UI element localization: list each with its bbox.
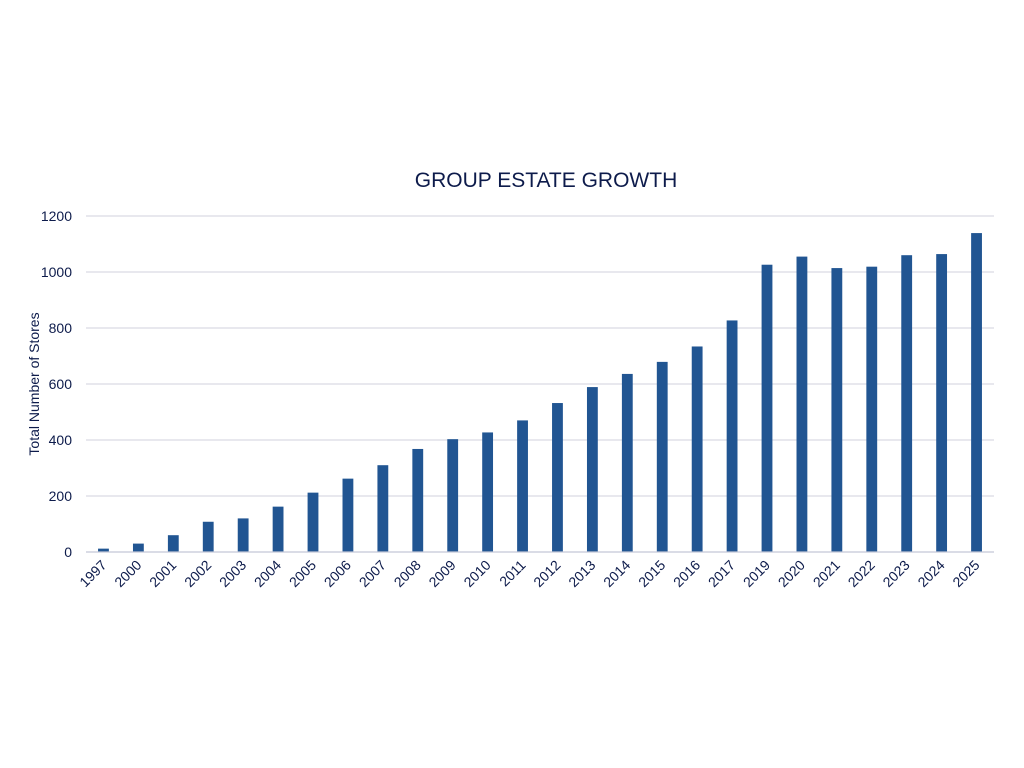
bar-2004 [272,506,284,552]
x-tick-label: 2013 [565,557,598,590]
bar-2003 [237,518,249,552]
bar-2021 [831,268,843,552]
x-tick-label: 2019 [740,557,773,590]
x-axis-ticks: 1997 2000 2001 2002 2003 2004 2005 2006 2007 2008… [76,557,983,590]
y-axis-ticks: 0 200 400 600 800 1000 1200 [41,208,72,560]
bar-1997 [98,548,109,552]
y-tick-label: 200 [49,488,73,504]
x-tick-label: 2006 [321,557,354,590]
bar-2010 [482,432,494,552]
bar-2019 [761,264,773,552]
x-tick-label: 2007 [356,557,389,590]
y-tick-label: 600 [49,376,73,392]
bar-2017 [726,320,738,552]
gridlines [86,215,994,497]
x-tick-label: 2003 [216,557,249,590]
bar-2024 [936,254,948,552]
bar-2014 [621,373,633,552]
x-tick-label: 2009 [425,557,458,590]
y-axis-label: Total Number of Stores [26,312,42,455]
x-tick-label: 2023 [879,557,912,590]
x-tick-label: 1997 [76,557,109,590]
x-tick-label: 2016 [670,557,703,590]
y-tick-label: 0 [64,544,72,560]
bar-2015 [656,361,668,552]
bar-2022 [866,266,878,552]
bar-2012 [552,403,563,552]
x-tick-label: 2025 [949,557,982,590]
chart-title: GROUP ESTATE GROWTH [415,169,678,192]
bar-2006 [342,478,354,552]
bar-2013 [586,387,598,552]
bar-2007 [377,465,389,552]
x-tick-label: 2022 [845,557,878,590]
x-tick-label: 2000 [111,557,144,590]
bar-2005 [307,492,319,552]
bar-2001 [167,535,179,552]
x-tick-label: 2014 [600,557,633,590]
bar-2020 [796,256,808,552]
bar-2023 [901,255,913,552]
bar-2008 [412,448,424,552]
y-tick-label: 1000 [41,264,72,280]
x-tick-label: 2010 [460,557,493,590]
y-tick-label: 800 [49,320,73,336]
x-tick-label: 2017 [705,557,738,590]
x-tick-label: 2021 [810,557,843,590]
x-tick-label: 2012 [530,557,563,590]
x-tick-label: 2008 [391,557,424,590]
bar-2011 [517,420,528,552]
bar-2025 [971,233,982,552]
x-tick-label: 2001 [146,557,179,590]
x-tick-label: 2005 [286,557,319,590]
y-tick-label: 1200 [41,208,72,224]
bar-2009 [447,439,459,552]
bar-2000 [132,543,144,552]
x-tick-label: 2024 [914,557,947,590]
bar-2016 [691,346,703,552]
x-tick-label: 2015 [635,557,668,590]
x-tick-label: 2011 [496,557,529,590]
bar-2002 [202,521,214,552]
bars [98,233,982,552]
y-tick-label: 400 [49,432,73,448]
x-tick-label: 2020 [775,557,808,590]
x-tick-label: 2002 [181,557,214,590]
x-tick-label: 2004 [251,557,284,590]
